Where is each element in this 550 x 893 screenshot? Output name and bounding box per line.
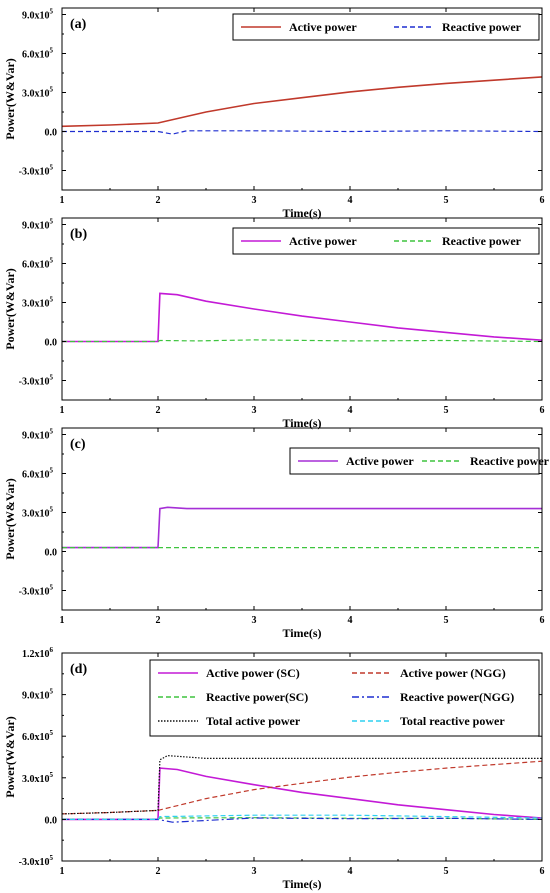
legend-entry: Reactive power (442, 234, 522, 248)
y-tick-label: 3.0x105 (22, 86, 54, 100)
y-tick-label: 3.0x105 (22, 506, 54, 520)
x-tick-label: 2 (156, 615, 161, 626)
y-tick-label: -3.0x105 (19, 584, 54, 598)
legend-entry: Reactive power (442, 20, 522, 34)
x-tick-label: 2 (156, 866, 161, 877)
x-axis-title: Time(s) (282, 206, 321, 220)
y-axis-title: Power(W&Var) (3, 716, 17, 798)
x-tick-label: 2 (156, 195, 161, 206)
legend-entry: Active power (289, 20, 357, 34)
series-line-2 (62, 339, 542, 343)
x-tick-label: 3 (252, 195, 257, 206)
x-tick-label: 6 (540, 866, 545, 877)
x-tick-label: 5 (444, 195, 449, 206)
legend: Active power Reactive power (232, 227, 540, 255)
x-tick-label: 3 (252, 866, 257, 877)
panel-b: 1 2 3 4 5 6 -3.0x105 0.0 3.0x105 6.0x105 9.0x105 Ti… (3, 217, 545, 430)
y-tick-label: 9.0x105 (22, 218, 54, 232)
x-axis-title: Time(s) (282, 416, 321, 430)
x-tick-label: 1 (60, 405, 65, 416)
y-tick-label: 3.0x105 (22, 296, 54, 310)
legend-entry: Reactive power(SC) (206, 690, 308, 704)
panel-d: 1 2 3 4 5 6 -3.0x105 0.0 3.0x105 6.0x105 9.0x105 1.… (3, 646, 545, 891)
legend-entry: Active power (SC) (206, 666, 300, 680)
legend-entry: Reactive power(NGG) (400, 690, 514, 704)
x-tick-label: 5 (444, 866, 449, 877)
y-tick-label: 6.0x105 (22, 467, 54, 481)
x-tick-label: 2 (156, 405, 161, 416)
legend-box (149, 659, 540, 737)
series-line-1 (62, 292, 542, 343)
legend-box (232, 13, 540, 41)
series-line-5 (62, 754, 542, 815)
legend: Active power Reactive power (232, 13, 540, 41)
legend-entry: Total reactive power (400, 714, 505, 728)
x-tick-label: 3 (252, 405, 257, 416)
legend: Active power Reactive power (289, 447, 550, 475)
x-tick-label: 6 (540, 195, 545, 206)
legend-entry: Active power (289, 234, 357, 248)
x-tick-label: 1 (60, 615, 65, 626)
x-tick-label: 6 (540, 405, 545, 416)
legend-entry: Active power (NGG) (400, 666, 506, 680)
y-tick-label: 1.2x106 (22, 646, 54, 660)
panel-label: (c) (70, 437, 86, 452)
y-tick-label: 9.0x105 (22, 688, 54, 702)
y-axis-title: Power(W&Var) (3, 268, 17, 350)
x-tick-label: 4 (348, 615, 353, 626)
series-line-1 (62, 76, 542, 128)
x-tick-label: 5 (444, 615, 449, 626)
y-tick-label: 9.0x105 (22, 8, 54, 22)
x-axis-title: Time(s) (282, 626, 321, 640)
panel-label: (a) (70, 17, 87, 32)
y-tick-label: 0.0 (45, 815, 58, 826)
series-line-1 (62, 506, 542, 549)
legend-box (232, 227, 540, 255)
legend-entry: Total active power (206, 714, 301, 728)
y-tick-label: 6.0x105 (22, 729, 54, 743)
panel-a: 1 2 3 4 5 6 -3.0x105 0.0 3.0x105 6.0x105 9.0x105 Ti… (3, 7, 545, 220)
series-line-6 (62, 814, 542, 821)
y-tick-label: 3.0x105 (22, 771, 54, 785)
y-tick-label: -3.0x105 (19, 854, 54, 868)
y-tick-label: 0.0 (45, 338, 58, 349)
x-axis-title: Time(s) (282, 877, 321, 891)
x-tick-label: 3 (252, 615, 257, 626)
y-tick-label: 6.0x105 (22, 257, 54, 271)
y-axis-title: Power(W&Var) (3, 58, 17, 140)
y-tick-label: 6.0x105 (22, 47, 54, 61)
panel-label: (d) (70, 662, 87, 677)
y-tick-label: 0.0 (45, 128, 58, 139)
y-axis-title: Power(W&Var) (3, 478, 17, 560)
x-tick-label: 1 (60, 866, 65, 877)
x-tick-label: 1 (60, 195, 65, 206)
panel-c: 1 2 3 4 5 6 -3.0x105 0.0 3.0x105 6.0x105 9.0x105 Ti… (3, 427, 550, 640)
legend: Active power (SC) Active power (NGG) React… (149, 659, 540, 737)
series-line-2 (62, 760, 542, 815)
x-tick-label: 4 (348, 866, 353, 877)
x-tick-label: 4 (348, 405, 353, 416)
x-tick-label: 6 (540, 615, 545, 626)
y-tick-label: -3.0x105 (19, 374, 54, 388)
x-tick-label: 4 (348, 195, 353, 206)
x-tick-label: 5 (444, 405, 449, 416)
y-tick-label: 9.0x105 (22, 428, 54, 442)
series-line-2 (62, 130, 542, 135)
y-tick-label: 0.0 (45, 548, 58, 559)
legend-entry: Active power (346, 454, 414, 468)
panel-label: (b) (70, 227, 87, 242)
legend-entry: Reactive power (470, 454, 550, 468)
y-tick-label: -3.0x105 (19, 164, 54, 178)
